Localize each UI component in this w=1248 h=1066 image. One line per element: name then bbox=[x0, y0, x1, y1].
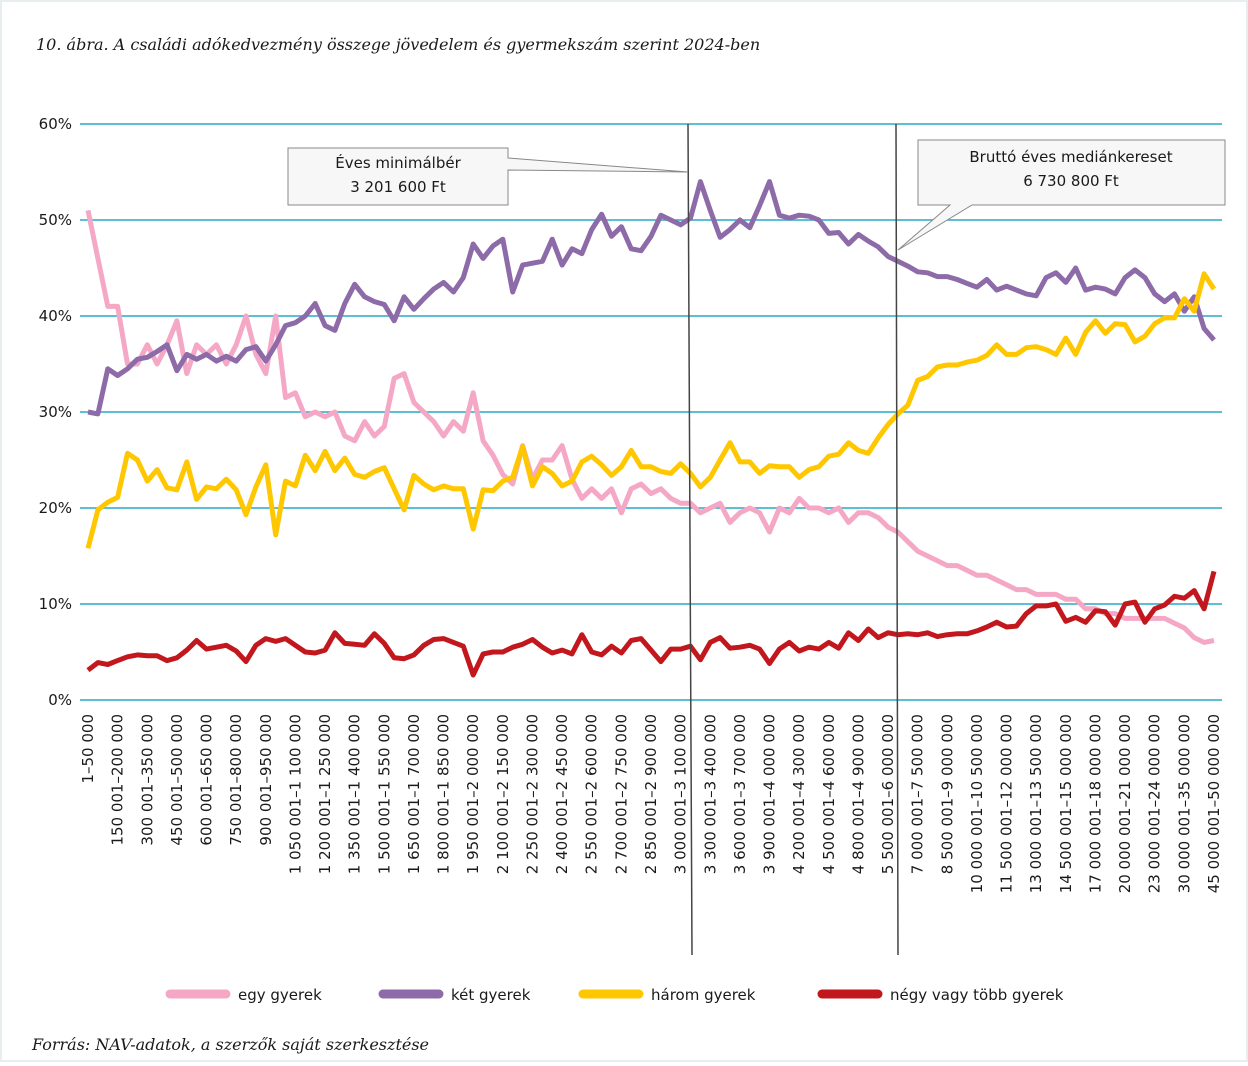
x-tick-label: 2 850 001–2 900 000 bbox=[642, 714, 660, 874]
x-tick-label: 3 900 001–4 000 000 bbox=[761, 714, 779, 874]
x-tick-label: 13 000 001–13 500 000 bbox=[1027, 714, 1045, 893]
x-tick-label: 450 001–500 000 bbox=[168, 714, 186, 846]
legend-item: négy vagy több gyerek bbox=[817, 986, 1064, 1004]
callout-text: 6 730 800 Ft bbox=[1023, 172, 1119, 190]
callout-text: 3 201 600 Ft bbox=[350, 178, 446, 196]
x-tick-label: 750 001–800 000 bbox=[227, 714, 245, 846]
series-line bbox=[85, 271, 1217, 549]
x-tick-label: 1–50 000 bbox=[79, 714, 97, 784]
y-tick-label: 50% bbox=[39, 211, 72, 229]
legend-item: három gyerek bbox=[578, 986, 756, 1004]
x-tick-label: 8 500 001–9 000 000 bbox=[938, 714, 956, 874]
x-tick-label: 2 400 001–2 450 000 bbox=[553, 714, 571, 874]
x-tick-label: 2 700 001–2 750 000 bbox=[612, 714, 630, 874]
x-tick-label: 3 300 001–3 400 000 bbox=[701, 714, 719, 874]
legend-label: négy vagy több gyerek bbox=[890, 986, 1064, 1004]
x-tick-label: 20 000 001–21 000 000 bbox=[1116, 714, 1134, 893]
x-tick-label: 1 950 001–2 000 000 bbox=[464, 714, 482, 874]
legend-label: egy gyerek bbox=[238, 986, 322, 1004]
x-tick-label: 2 100 001–2 150 000 bbox=[494, 714, 512, 874]
x-tick-label: 23 000 001–24 000 000 bbox=[1146, 714, 1164, 893]
x-tick-label: 300 001–350 000 bbox=[138, 714, 156, 846]
callout: Éves minimálbér 3 201 600 Ft bbox=[287, 147, 689, 206]
x-tick-label: 5 500 001–6 000 000 bbox=[879, 714, 897, 874]
legend-label: három gyerek bbox=[651, 986, 756, 1004]
x-tick-label: 150 001–200 000 bbox=[109, 714, 127, 846]
callout-text: Éves minimálbér bbox=[335, 153, 461, 172]
x-tick-label: 3 000 001–3 100 000 bbox=[672, 714, 690, 874]
x-tick-label: 11 500 001–12 000 000 bbox=[998, 714, 1016, 893]
legend-item: egy gyerek bbox=[165, 986, 322, 1004]
x-tick-label: 45 000 001–50 000 000 bbox=[1205, 714, 1223, 893]
x-tick-label: 3 600 001–3 700 000 bbox=[731, 714, 749, 874]
y-tick-label: 30% bbox=[39, 403, 72, 421]
x-tick-label: 1 350 001–1 400 000 bbox=[346, 714, 364, 874]
y-tick-label: 20% bbox=[39, 499, 72, 517]
series-line bbox=[87, 179, 1216, 417]
source-note: Forrás: NAV-adatok, a szerzők saját szer… bbox=[31, 1035, 429, 1054]
x-tick-label: 1 800 001–1 850 000 bbox=[435, 714, 453, 874]
x-tick-label: 900 001–950 000 bbox=[257, 714, 275, 846]
y-tick-label: 10% bbox=[39, 595, 72, 613]
x-tick-label: 600 001–650 000 bbox=[198, 714, 216, 846]
reference-line bbox=[687, 123, 693, 956]
x-tick-label: 1 200 001–1 250 000 bbox=[316, 714, 334, 874]
callout-text: Bruttó éves mediánkereset bbox=[969, 148, 1172, 166]
legend-label: két gyerek bbox=[451, 986, 531, 1004]
x-tick-label: 7 000 001–7 500 000 bbox=[909, 714, 927, 874]
x-tick-label: 2 550 001–2 600 000 bbox=[583, 714, 601, 874]
plot-area: 0% 10% 20% 30% 40% 50% 60% 1–50 000 150 001–200 … bbox=[39, 115, 1223, 893]
legend-item: két gyerek bbox=[378, 986, 531, 1004]
series-line bbox=[85, 209, 1215, 645]
x-tick-label: 1 050 001–1 100 000 bbox=[286, 714, 304, 874]
x-tick-label: 14 500 001–15 000 000 bbox=[1057, 714, 1075, 893]
x-tick-label: 1 650 001–1 700 000 bbox=[405, 714, 423, 874]
y-tick-label: 60% bbox=[39, 115, 72, 133]
x-tick-label: 2 250 001–2 300 000 bbox=[523, 714, 541, 874]
x-tick-label: 17 000 001–18 000 000 bbox=[1086, 714, 1104, 893]
x-tick-label: 1 500 001–1 550 000 bbox=[375, 714, 393, 874]
x-tick-label: 10 000 001–10 500 000 bbox=[968, 714, 986, 893]
callout: Bruttó éves mediánkereset 6 730 800 Ft bbox=[897, 139, 1226, 251]
x-tick-label: 4 800 001–4 900 000 bbox=[849, 714, 867, 874]
chart-title: 10. ábra. A családi adókedvezmény összeg… bbox=[36, 35, 760, 54]
x-tick-label: 4 200 001–4 300 000 bbox=[790, 714, 808, 874]
x-tick-label: 30 000 001–35 000 000 bbox=[1175, 714, 1193, 893]
series-line bbox=[86, 570, 1217, 678]
y-tick-label: 40% bbox=[39, 307, 72, 325]
reference-line bbox=[895, 123, 899, 956]
x-tick-label: 4 500 001–4 600 000 bbox=[820, 714, 838, 874]
y-tick-label: 0% bbox=[48, 691, 72, 709]
